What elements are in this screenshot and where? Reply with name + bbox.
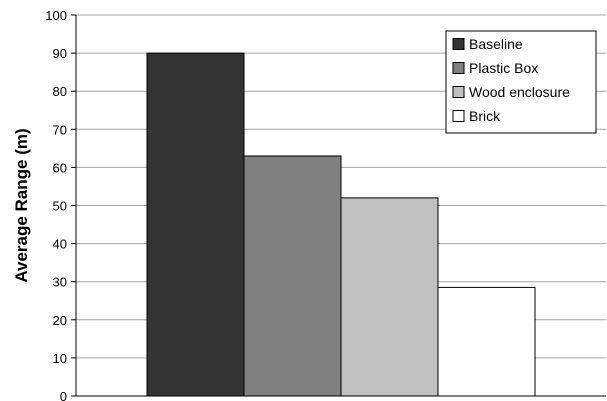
y-tick-label: 90 [53,46,67,61]
y-tick-label: 70 [53,122,67,137]
y-tick-label: 60 [53,160,67,175]
legend-label: Wood enclosure [469,84,570,100]
bar-baseline [147,53,244,396]
y-tick-labels: 0 10 20 30 40 50 60 70 80 90 100 [45,8,67,401]
legend-label: Baseline [469,36,523,52]
y-tick-label: 30 [53,275,67,290]
bar-plastic-box [244,156,341,396]
y-tick-label: 50 [53,199,67,214]
y-tick-label: 40 [53,237,67,252]
y-tick-label: 0 [60,389,67,401]
legend-swatch [453,87,464,98]
bar-brick [438,287,535,396]
y-tick-label: 80 [53,84,67,99]
legend: Baseline Plastic Box Wood enclosure Brick [446,31,596,133]
y-tick-label: 10 [53,351,67,366]
y-tick-label: 20 [53,313,67,328]
y-tick-label: 100 [45,8,67,23]
legend-swatch [453,111,464,122]
bar-wood-enclosure [341,198,438,396]
legend-label: Brick [469,108,501,124]
legend-swatch [453,63,464,74]
y-axis-title: Average Range (m) [12,128,31,282]
legend-label: Plastic Box [469,60,538,76]
legend-swatch [453,39,464,50]
